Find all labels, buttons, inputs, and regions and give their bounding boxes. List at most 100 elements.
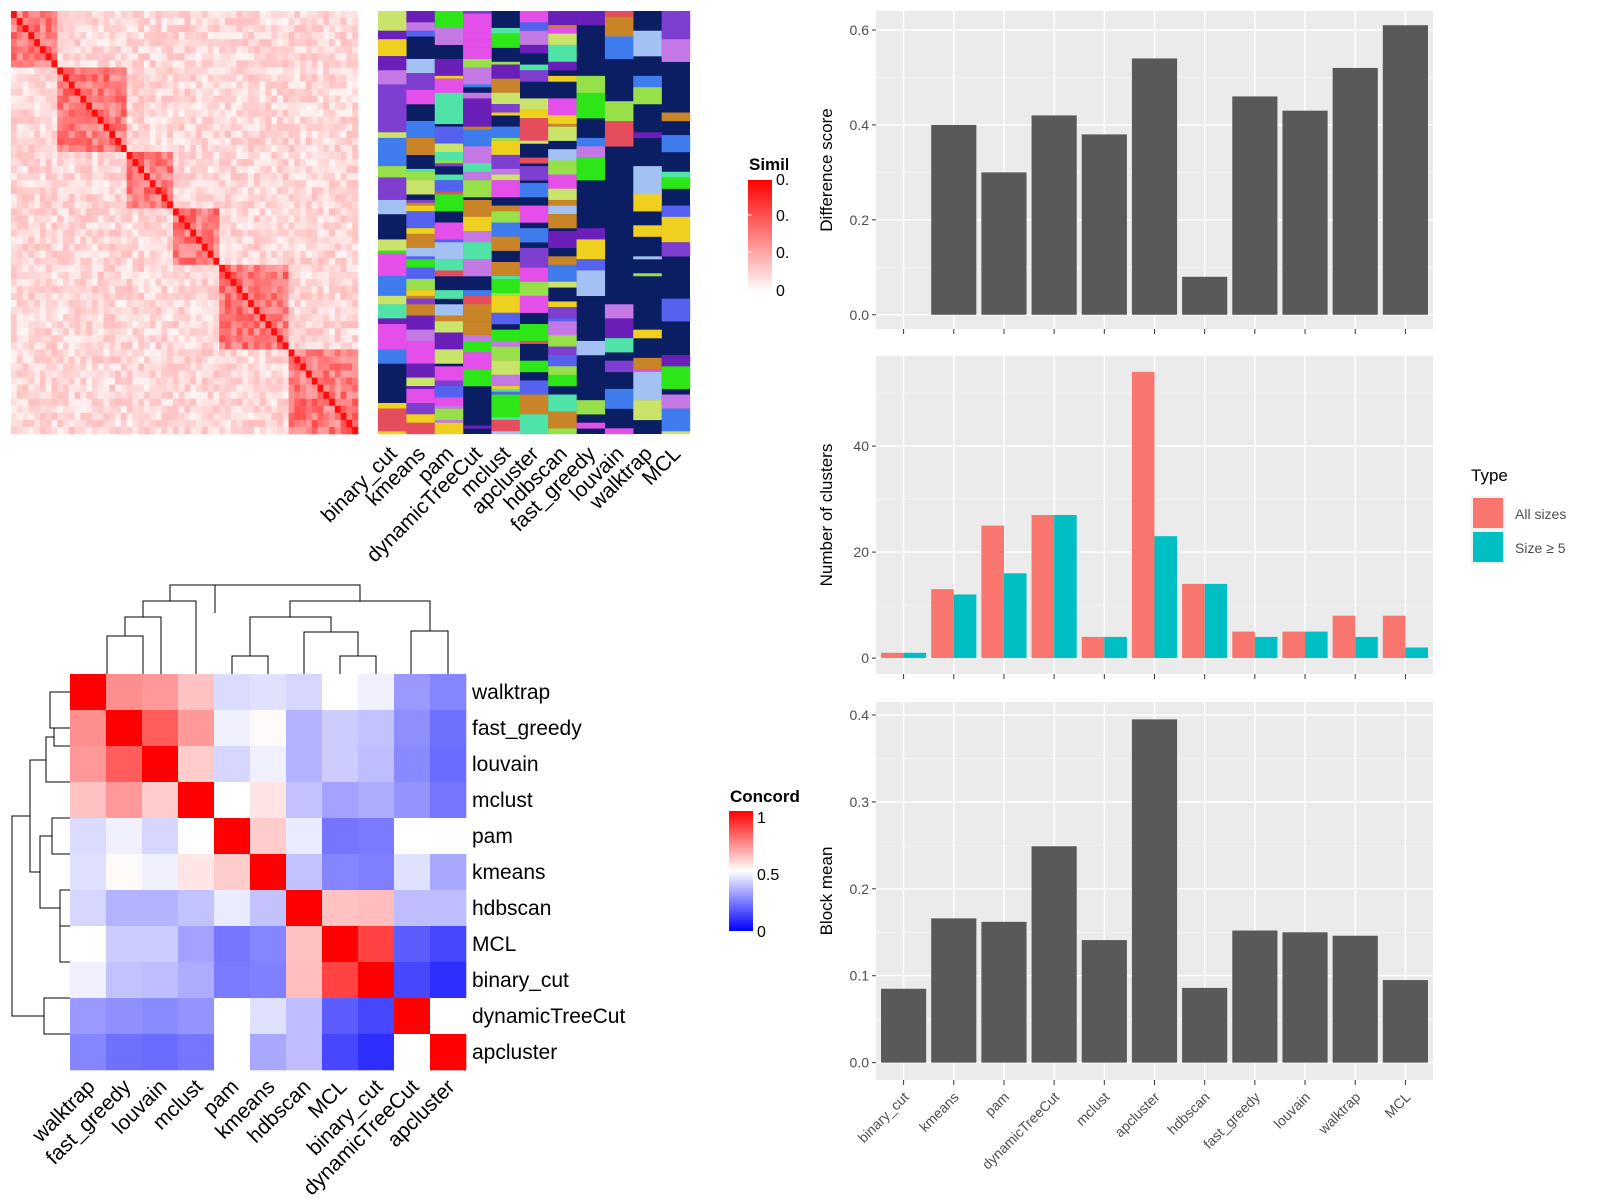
membership-segment (406, 315, 435, 330)
similarity-cell (230, 412, 237, 421)
similarity-cell (45, 426, 52, 435)
similarity-cell (236, 208, 243, 216)
concordance-cell (322, 782, 359, 819)
similarity-cell (144, 229, 151, 237)
similarity-cell (16, 208, 23, 216)
similarity-cell (253, 18, 260, 26)
similarity-cell (190, 264, 197, 273)
similarity-cell (68, 426, 75, 435)
similarity-cell (109, 236, 116, 244)
similarity-cell (346, 166, 353, 174)
similarity-cell (155, 95, 162, 103)
similarity-cell (271, 398, 278, 407)
similarity-cell (190, 229, 197, 237)
similarity-cell (167, 243, 174, 251)
similarity-cell (126, 377, 133, 385)
similarity-cell (207, 328, 214, 336)
similarity-cell (63, 11, 70, 19)
similarity-cell (294, 363, 301, 371)
similarity-cell (45, 67, 52, 75)
membership-segment (491, 174, 521, 181)
similarity-cell (11, 53, 18, 61)
similarity-cell (224, 116, 232, 125)
similarity-cell (68, 321, 75, 329)
similarity-cell (167, 18, 174, 26)
similarity-cell (97, 335, 104, 343)
membership-segment (491, 140, 521, 156)
similarity-cell (172, 314, 180, 322)
concordance-cell (358, 818, 395, 855)
concordance-cell (178, 998, 215, 1035)
similarity-cell (16, 271, 23, 280)
similarity-cell (178, 180, 185, 188)
concordance-row-label: dynamicTreeCut (472, 1005, 625, 1028)
similarity-cell (236, 88, 243, 96)
similarity-cell (109, 88, 116, 96)
similarity-cell (97, 39, 104, 47)
similarity-cell (317, 130, 324, 139)
similarity-cell (294, 412, 301, 421)
similarity-cell (115, 328, 122, 336)
similarity-cell (138, 102, 145, 110)
similarity-legend-title: Simila (749, 155, 800, 174)
similarity-cell (115, 194, 122, 202)
similarity-cell (86, 314, 93, 322)
similarity-cell (352, 194, 359, 202)
similarity-cell (219, 32, 226, 40)
similarity-cell (63, 250, 70, 259)
similarity-cell (288, 159, 295, 167)
concordance-cell (286, 926, 323, 963)
similarity-cell (126, 130, 133, 139)
concordance-row-label: walktrap (471, 681, 550, 704)
similarity-cell (242, 370, 249, 378)
similarity-cell (277, 384, 284, 392)
similarity-cell (305, 109, 313, 118)
similarity-cell (161, 215, 168, 223)
similarity-cell (340, 342, 347, 350)
similarity-cell (201, 293, 208, 301)
membership-segment (434, 366, 464, 381)
similarity-cell (190, 250, 197, 259)
similarity-cell (63, 300, 70, 308)
similarity-cell (138, 222, 145, 230)
similarity-cell (22, 307, 29, 315)
similarity-cell (68, 412, 75, 421)
concordance-cell (142, 782, 179, 819)
similarity-cell (172, 370, 180, 378)
similarity-cell (271, 81, 278, 89)
similarity-cell (97, 144, 104, 153)
similarity-cell (16, 328, 23, 336)
similarity-cell (39, 215, 46, 223)
similarity-cell (242, 243, 249, 251)
similarity-cell (190, 60, 197, 68)
similarity-cell (138, 208, 145, 216)
similarity-cell (219, 39, 226, 47)
similarity-cell (103, 53, 110, 61)
similarity-cell (16, 426, 23, 435)
similarity-cell (22, 74, 29, 82)
similarity-cell (39, 236, 46, 244)
similarity-cell (277, 46, 284, 54)
similarity-cell (305, 257, 313, 266)
similarity-cell (109, 67, 116, 75)
similarity-cell (80, 264, 87, 273)
similarity-cell (323, 285, 330, 294)
similarity-cell (329, 250, 336, 259)
similarity-cell (236, 222, 243, 230)
similarity-cell (207, 278, 214, 287)
similarity-cell (190, 116, 197, 125)
similarity-cell (294, 187, 301, 195)
similarity-cell (248, 356, 255, 364)
similarity-cell (288, 398, 295, 407)
x-tick-label: pam (982, 1089, 1013, 1120)
similarity-cell (352, 173, 359, 181)
similarity-cell (219, 102, 226, 110)
y-tick-label: 0.2 (850, 881, 870, 897)
similarity-cell (167, 426, 174, 435)
similarity-cell (63, 88, 70, 96)
similarity-cell (167, 53, 174, 61)
similarity-cell (22, 180, 29, 188)
similarity-cell (294, 349, 301, 357)
similarity-cell (271, 363, 278, 371)
similarity-cell (161, 208, 168, 216)
